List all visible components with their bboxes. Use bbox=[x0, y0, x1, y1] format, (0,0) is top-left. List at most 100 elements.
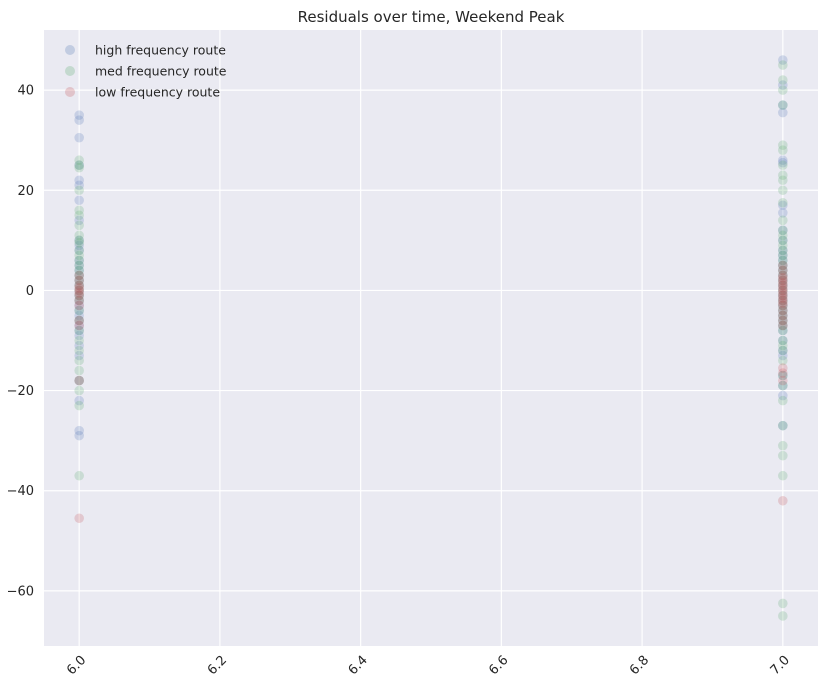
data-point bbox=[778, 285, 788, 296]
data-point bbox=[74, 285, 84, 296]
data-point bbox=[74, 395, 84, 406]
data-point bbox=[778, 295, 788, 306]
data-point bbox=[778, 185, 788, 196]
data-point bbox=[778, 320, 788, 331]
data-point bbox=[74, 115, 84, 125]
data-point bbox=[778, 270, 788, 281]
data-point bbox=[778, 290, 788, 301]
data-point bbox=[778, 207, 788, 218]
data-point bbox=[74, 385, 84, 396]
data-point bbox=[778, 440, 788, 451]
data-point bbox=[778, 270, 788, 281]
legend-marker bbox=[65, 66, 75, 76]
x-tick-label: 7.0 bbox=[768, 653, 793, 678]
data-point bbox=[74, 325, 84, 336]
data-point bbox=[74, 285, 84, 296]
data-point bbox=[778, 60, 788, 70]
data-point bbox=[778, 420, 788, 431]
data-point bbox=[778, 298, 788, 308]
data-point bbox=[74, 205, 84, 216]
data-point bbox=[778, 235, 788, 246]
data-point bbox=[778, 295, 788, 306]
y-tick-label: 0 bbox=[26, 284, 34, 299]
data-point bbox=[778, 260, 788, 271]
legend-label: high frequency route bbox=[95, 43, 226, 58]
data-point bbox=[74, 295, 84, 306]
data-point bbox=[74, 290, 84, 301]
data-point bbox=[74, 220, 84, 231]
data-point bbox=[778, 355, 788, 366]
data-point bbox=[74, 270, 84, 281]
data-point bbox=[778, 350, 788, 361]
data-point bbox=[74, 160, 84, 171]
data-point bbox=[778, 280, 788, 291]
data-point bbox=[778, 300, 788, 311]
data-point bbox=[778, 278, 788, 288]
data-point bbox=[778, 265, 788, 276]
data-point bbox=[778, 390, 788, 401]
y-tick-label: 40 bbox=[17, 84, 34, 99]
data-point bbox=[74, 230, 84, 241]
x-tick-label: 6.6 bbox=[486, 653, 511, 678]
data-point bbox=[74, 265, 84, 276]
data-point bbox=[74, 240, 84, 251]
data-point bbox=[778, 265, 788, 276]
data-point bbox=[778, 280, 788, 291]
data-point bbox=[778, 250, 788, 261]
data-point bbox=[778, 283, 788, 293]
data-point bbox=[778, 495, 788, 506]
data-point bbox=[74, 275, 84, 286]
data-point bbox=[74, 320, 84, 331]
data-point bbox=[778, 300, 788, 311]
data-point bbox=[778, 285, 788, 296]
data-point bbox=[778, 340, 788, 351]
data-point bbox=[74, 345, 84, 356]
data-point bbox=[778, 145, 788, 155]
data-point bbox=[74, 215, 84, 226]
data-point bbox=[74, 300, 84, 311]
data-point bbox=[778, 280, 788, 291]
data-point bbox=[778, 197, 788, 208]
data-point bbox=[778, 230, 788, 241]
data-point bbox=[778, 215, 788, 226]
data-point bbox=[778, 315, 788, 326]
data-point bbox=[778, 363, 788, 373]
x-axis-ticks: 6.0 6.2 6.4 6.6 6.8 7.0 bbox=[64, 653, 793, 678]
y-tick-label: −20 bbox=[7, 384, 34, 399]
data-point bbox=[778, 611, 788, 621]
data-point bbox=[778, 225, 788, 236]
data-point bbox=[74, 195, 84, 206]
legend-label: med frequency route bbox=[95, 64, 227, 79]
data-point bbox=[74, 180, 84, 191]
data-point bbox=[778, 395, 788, 406]
x-tick-label: 6.2 bbox=[205, 653, 230, 678]
data-point bbox=[778, 290, 788, 301]
data-point bbox=[778, 450, 788, 461]
data-point bbox=[74, 470, 84, 481]
data-point bbox=[74, 260, 84, 271]
data-point bbox=[74, 513, 84, 524]
data-point bbox=[778, 200, 788, 211]
y-tick-label: −60 bbox=[7, 584, 34, 599]
data-point bbox=[778, 345, 788, 356]
x-tick-label: 6.8 bbox=[627, 653, 652, 678]
data-point bbox=[74, 210, 84, 221]
data-point bbox=[74, 160, 84, 171]
x-tick-label: 6.4 bbox=[346, 653, 371, 678]
data-point bbox=[778, 170, 788, 181]
data-point bbox=[778, 300, 788, 311]
data-point bbox=[778, 370, 788, 381]
data-point bbox=[74, 255, 84, 266]
gridlines bbox=[44, 30, 818, 646]
data-point bbox=[74, 295, 84, 306]
data-point bbox=[778, 380, 788, 391]
legend-marker bbox=[65, 87, 75, 97]
data-point bbox=[778, 80, 788, 90]
data-point bbox=[778, 310, 788, 321]
data-point bbox=[778, 295, 788, 306]
data-point bbox=[74, 260, 84, 271]
data-point bbox=[778, 157, 788, 168]
data-point bbox=[778, 370, 788, 381]
data-point bbox=[74, 280, 84, 291]
